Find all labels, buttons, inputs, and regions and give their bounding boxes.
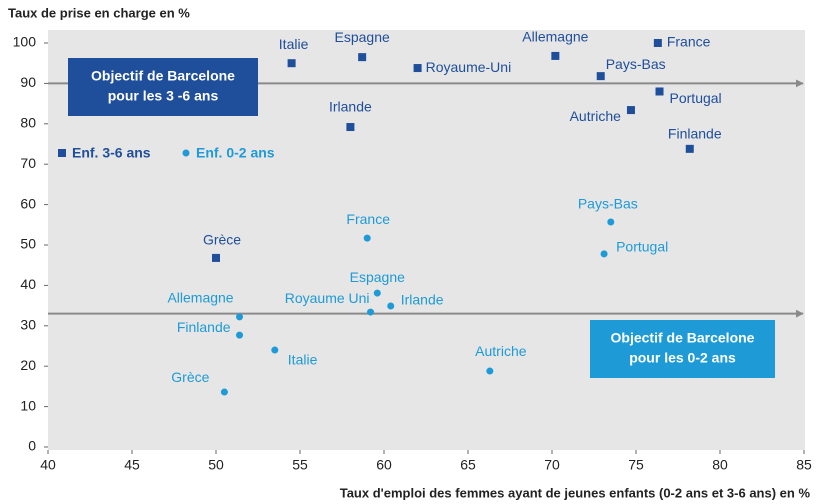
point-label: Finlande [668, 126, 722, 142]
annotation-box [590, 320, 775, 378]
point-label: Grèce [171, 369, 209, 385]
point [655, 87, 664, 96]
point [653, 39, 662, 47]
point [486, 367, 494, 375]
point-label: Royaume-Uni [426, 59, 512, 75]
y-tick-label: 60 [20, 195, 36, 211]
annotation-text: pour les 3 -6 ans [108, 88, 219, 104]
x-tick-label: 40 [40, 457, 56, 473]
x-tick-label: 60 [376, 457, 392, 473]
y-tick-label: 0 [28, 438, 36, 454]
y-tick-label: 70 [20, 155, 36, 171]
point [413, 64, 422, 73]
point-label: Espagne [335, 29, 390, 45]
legend-label: Enf. 3-6 ans [72, 145, 151, 161]
point-label: Allemagne [167, 290, 233, 306]
point-label: Autriche [475, 343, 527, 359]
x-tick-label: 50 [208, 457, 224, 473]
x-tick-label: 75 [628, 457, 644, 473]
point-label: Irlande [401, 292, 444, 308]
point [287, 59, 296, 68]
y-tick-label: 30 [20, 317, 36, 333]
point [685, 144, 694, 153]
point [367, 308, 375, 316]
legend-marker [182, 149, 190, 157]
x-tick-label: 80 [712, 457, 728, 473]
point [373, 289, 381, 297]
point [600, 250, 608, 258]
point-label: Autriche [570, 108, 622, 124]
point [387, 302, 395, 310]
y-tick-label: 20 [20, 357, 36, 373]
x-tick-label: 45 [124, 457, 140, 473]
point-label: Grèce [203, 232, 241, 248]
point-label: Pays-Bas [578, 196, 638, 212]
y-tick-label: 40 [20, 276, 36, 292]
y-tick-label: 80 [20, 115, 36, 131]
point [236, 331, 244, 339]
y-tick-label: 50 [20, 236, 36, 252]
point-label: Espagne [350, 269, 405, 285]
y-tick-label: 90 [20, 74, 36, 90]
x-tick-label: 65 [460, 457, 476, 473]
point [607, 218, 615, 226]
point [596, 72, 605, 81]
point [220, 388, 228, 396]
y-tick-label: 10 [20, 397, 36, 413]
annotation-text: Objectif de Barcelone [91, 68, 235, 84]
point-label: Italie [279, 36, 309, 52]
annotation-text: Objectif de Barcelone [611, 330, 755, 346]
point-label: Italie [288, 352, 318, 368]
point [358, 53, 367, 62]
point [212, 253, 220, 262]
point-label: Portugal [616, 239, 668, 255]
point [551, 51, 560, 60]
point [346, 123, 355, 132]
y-tick-label: 100 [13, 34, 37, 50]
y-axis-title: Taux de prise en charge en % [8, 5, 190, 20]
legend-label: Enf. 0-2 ans [196, 145, 275, 161]
annotation-box [68, 58, 258, 116]
point [236, 313, 244, 321]
point-label: France [667, 34, 711, 50]
x-tick-label: 55 [292, 457, 308, 473]
annotation-text: pour les 0-2 ans [629, 350, 736, 366]
point-label: Royaume Uni [285, 290, 370, 306]
point-label: France [346, 211, 390, 227]
point-label: Pays-Bas [606, 56, 666, 72]
point-label: Allemagne [522, 29, 588, 45]
point [363, 234, 371, 242]
x-tick-label: 70 [544, 457, 560, 473]
point-label: Irlande [329, 99, 372, 115]
legend-marker [58, 149, 66, 157]
x-axis-title: Taux d'emploi des femmes ayant de jeunes… [340, 485, 811, 500]
point [626, 106, 635, 115]
x-tick-label: 85 [796, 457, 812, 473]
point-label: Finlande [177, 319, 231, 335]
point-label: Portugal [670, 90, 722, 106]
point [271, 346, 279, 354]
